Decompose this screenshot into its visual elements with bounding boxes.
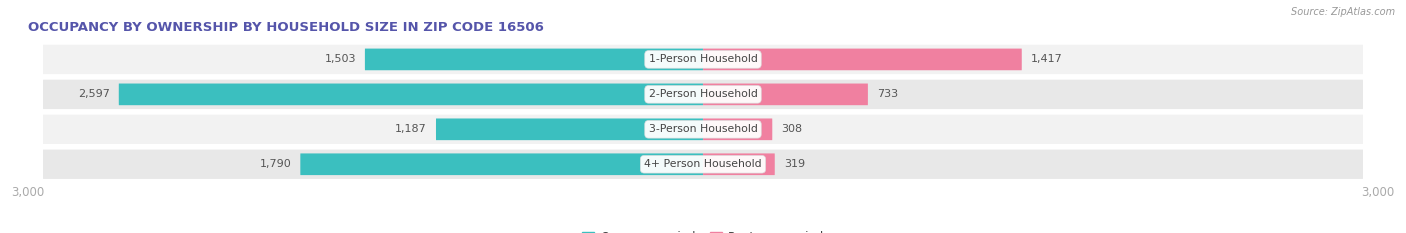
- FancyBboxPatch shape: [703, 154, 775, 175]
- Text: OCCUPANCY BY OWNERSHIP BY HOUSEHOLD SIZE IN ZIP CODE 16506: OCCUPANCY BY OWNERSHIP BY HOUSEHOLD SIZE…: [28, 21, 544, 34]
- Text: 1,187: 1,187: [395, 124, 427, 134]
- Text: 2-Person Household: 2-Person Household: [648, 89, 758, 99]
- FancyBboxPatch shape: [703, 118, 772, 140]
- FancyBboxPatch shape: [42, 148, 1364, 180]
- Text: 1,503: 1,503: [325, 55, 356, 64]
- Text: 1-Person Household: 1-Person Household: [648, 55, 758, 64]
- Text: 1,790: 1,790: [260, 159, 291, 169]
- FancyBboxPatch shape: [366, 49, 703, 70]
- FancyBboxPatch shape: [436, 118, 703, 140]
- Text: 319: 319: [783, 159, 804, 169]
- Text: Source: ZipAtlas.com: Source: ZipAtlas.com: [1291, 7, 1395, 17]
- FancyBboxPatch shape: [703, 49, 1022, 70]
- Text: 1,417: 1,417: [1031, 55, 1063, 64]
- Text: 308: 308: [782, 124, 803, 134]
- Legend: Owner-occupied, Renter-occupied: Owner-occupied, Renter-occupied: [578, 226, 828, 233]
- FancyBboxPatch shape: [118, 84, 703, 105]
- FancyBboxPatch shape: [703, 84, 868, 105]
- FancyBboxPatch shape: [42, 113, 1364, 145]
- Text: 733: 733: [877, 89, 898, 99]
- Text: 4+ Person Household: 4+ Person Household: [644, 159, 762, 169]
- FancyBboxPatch shape: [42, 43, 1364, 75]
- Text: 2,597: 2,597: [77, 89, 110, 99]
- FancyBboxPatch shape: [301, 154, 703, 175]
- FancyBboxPatch shape: [42, 78, 1364, 110]
- Text: 3-Person Household: 3-Person Household: [648, 124, 758, 134]
